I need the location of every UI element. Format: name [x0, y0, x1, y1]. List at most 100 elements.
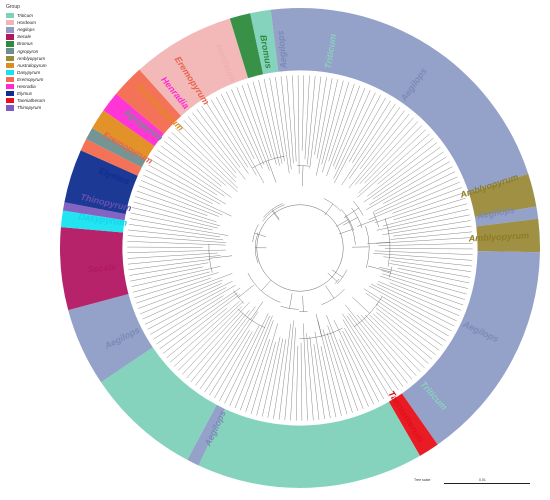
- tree-internal-branch: [368, 265, 391, 273]
- tree-leaf-branch: [153, 295, 224, 340]
- legend-item: Taeniatherum: [6, 97, 47, 104]
- tree-leaf-branch: [326, 315, 364, 409]
- tree-leaf-branch: [382, 203, 468, 227]
- tree-leaf-branch: [393, 225, 472, 237]
- tree-leaf-branch: [369, 314, 425, 368]
- tree-leaf-branch: [301, 75, 304, 151]
- tree-leaf-branch: [307, 75, 316, 165]
- tree-branches: [127, 75, 473, 421]
- tree-leaf-branch: [390, 231, 473, 240]
- clade-sector-thinopyrum: [62, 202, 126, 221]
- legend-swatch: [6, 83, 14, 90]
- legend-swatch: [6, 41, 14, 47]
- tree-leaf-branch: [179, 124, 236, 183]
- tree-leaf-branch: [127, 255, 221, 265]
- tree-leaf-branch: [314, 77, 327, 155]
- tree-internal-branch: [336, 219, 349, 227]
- tree-leaf-branch: [374, 250, 473, 255]
- tree-leaf-branch: [306, 333, 314, 421]
- tree-leaf-branch: [187, 116, 237, 174]
- legend-swatch: [6, 76, 14, 83]
- legend-label: Henradia: [17, 84, 36, 90]
- tree-leaf-branch: [136, 190, 208, 216]
- tree-leaf-branch: [314, 331, 331, 419]
- tree-internal-branch: [339, 229, 353, 235]
- legend-swatch: [6, 69, 14, 76]
- tree-leaf-branch: [383, 256, 472, 267]
- tree-internal-branch: [267, 160, 277, 183]
- tree-leaf-branch: [322, 329, 348, 415]
- tree-leaf-branch: [231, 89, 265, 165]
- tree-internal-arc: [247, 272, 281, 303]
- tree-leaf-branch: [300, 342, 303, 421]
- tree-leaf-branch: [397, 267, 470, 284]
- tree-background: [122, 70, 478, 426]
- tree-leaf-branch: [389, 263, 471, 278]
- tree-leaf-branch: [206, 102, 249, 168]
- tree-leaf-branch: [381, 270, 467, 295]
- tree-leaf-branch: [359, 121, 418, 184]
- legend-swatch: [6, 34, 14, 40]
- clade-sector-australopyrum: [92, 110, 155, 160]
- clade-label: Secale: [87, 262, 116, 275]
- tree-internal-branch: [325, 285, 335, 299]
- tree-leaf-branch: [290, 327, 296, 421]
- tree-leaf-branch: [357, 133, 430, 198]
- tree-leaf-branch: [166, 308, 227, 358]
- legend-item: Australopyrum: [6, 62, 47, 69]
- tree-leaf-branch: [128, 259, 211, 271]
- tree-leaf-branch: [328, 83, 355, 162]
- legend-swatch: [6, 55, 14, 61]
- legend-item: Elymus: [6, 90, 47, 97]
- legend-label: Bromus: [17, 41, 33, 47]
- legend-label: Amblyopyrum: [17, 55, 46, 61]
- tree-leaf-branch: [392, 187, 462, 214]
- legend-swatch: [6, 48, 14, 54]
- legend-title: Group: [6, 4, 20, 10]
- tree-leaf-branch: [389, 282, 462, 311]
- tree-leaf-branch: [236, 87, 270, 171]
- tree-leaf-branch: [369, 285, 452, 332]
- tree-leaf-branch: [144, 281, 233, 325]
- tree-internal-branch: [238, 284, 254, 298]
- tree-leaf-branch: [292, 75, 297, 162]
- tree-leaf-branch: [164, 140, 222, 187]
- tree-leaf-branch: [278, 323, 291, 420]
- tree-leaf-branch: [134, 272, 219, 298]
- legend-label: Triticum: [17, 13, 33, 19]
- clade-sector-triticum: [198, 401, 420, 488]
- tree-leaf-branch: [182, 301, 250, 375]
- tree-leaf-branch: [245, 339, 271, 413]
- tree-leaf-branch: [356, 314, 413, 380]
- tree-leaf-branch: [355, 117, 414, 185]
- tree-leaf-branch: [364, 125, 422, 184]
- tree-internal-arc: [233, 290, 245, 304]
- tree-leaf-branch: [204, 311, 259, 393]
- clade-label: Aegilops: [275, 30, 288, 70]
- tree-internal-branch: [254, 232, 267, 238]
- tree-leaf-branch: [352, 100, 391, 163]
- tree-leaf-branch: [375, 307, 436, 356]
- group-legend: Group Triticum Hordeum Aegilops Secale Bromu…: [6, 4, 47, 111]
- legend-swatch: [6, 12, 14, 19]
- tree-leaf-branch: [333, 87, 366, 167]
- clade-sector-bromus: [229, 13, 264, 79]
- clade-label: Amblyopyrum: [467, 230, 529, 243]
- tree-leaf-branch: [297, 75, 300, 174]
- tree-scale: Tree scale: 0.01: [414, 478, 532, 492]
- tree-internal-branch: [331, 269, 343, 278]
- tree-leaf-branch: [224, 313, 269, 404]
- tree-leaf-branch: [365, 292, 443, 346]
- tree-leaf-branch: [275, 76, 290, 174]
- tree-leaf-branch: [226, 91, 263, 169]
- legend-label: Elymus: [17, 91, 33, 97]
- clade-sector-agropyron: [86, 128, 147, 168]
- tree-leaf-branch: [339, 339, 369, 407]
- tree-leaf-branch: [148, 164, 221, 205]
- tree-leaf-branch: [341, 103, 396, 186]
- tree-internal-arc: [208, 243, 213, 273]
- tree-internal-branch: [315, 314, 322, 337]
- tree-leaf-branch: [374, 192, 464, 223]
- tree-leaf-branch: [140, 180, 223, 216]
- tree-leaf-branch: [263, 78, 283, 164]
